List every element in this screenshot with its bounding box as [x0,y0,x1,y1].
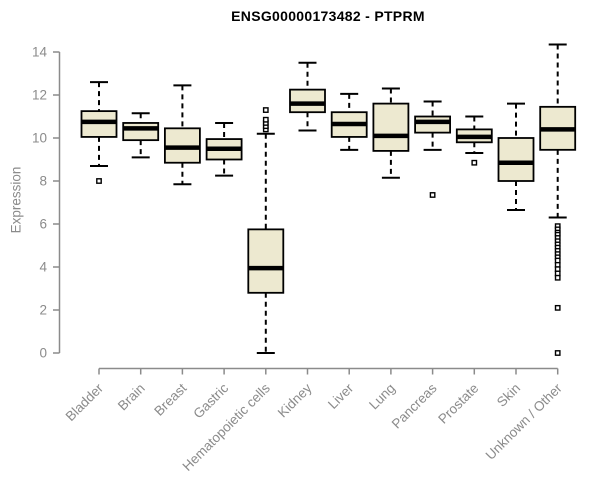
box-lung [372,102,410,152]
x-category-label-unknown-other: Unknown / Other [483,380,566,463]
outlier-point-unknown-other [554,274,561,281]
y-tick-label: 12 [32,88,47,103]
y-tick-label: 10 [32,131,47,146]
outlier-point-unknown-other [554,350,561,356]
box-skin [497,137,535,182]
y-tick-label: 8 [39,174,47,189]
y-tick-label: 6 [39,217,47,232]
x-category-label-kidney: Kidney [275,380,315,420]
y-tick-label: 4 [39,260,47,275]
x-category-label-liver: Liver [325,380,357,412]
y-tick-label: 0 [39,346,47,361]
x-category-label-pancreas: Pancreas [389,380,440,431]
x-category-label-prostate: Prostate [435,381,481,427]
box-pancreas [414,115,452,134]
x-category-label-breast: Breast [151,380,189,418]
x-category-label-gastric: Gastric [190,380,231,421]
x-category-label-lung: Lung [366,381,398,413]
y-tick-label: 2 [39,303,47,318]
chart-title: ENSG00000173482 - PTPRM [231,8,425,24]
outlier-point-bladder [96,178,102,184]
outlier-point-prostate [471,159,478,166]
outlier-point-hematopoietic-cells [262,107,269,113]
x-category-label-skin: Skin [494,381,523,410]
box-kidney [289,88,326,114]
outlier-point-unknown-other [554,304,561,311]
x-category-label-bladder: Bladder [63,380,107,424]
box-hematopoietic-cells [247,228,285,294]
x-category-label-brain: Brain [115,381,148,414]
box-brain [122,122,160,142]
outlier-point-pancreas [429,192,436,198]
outlier-point-hematopoietic-cells [262,116,269,123]
y-tick-label: 14 [32,45,48,60]
